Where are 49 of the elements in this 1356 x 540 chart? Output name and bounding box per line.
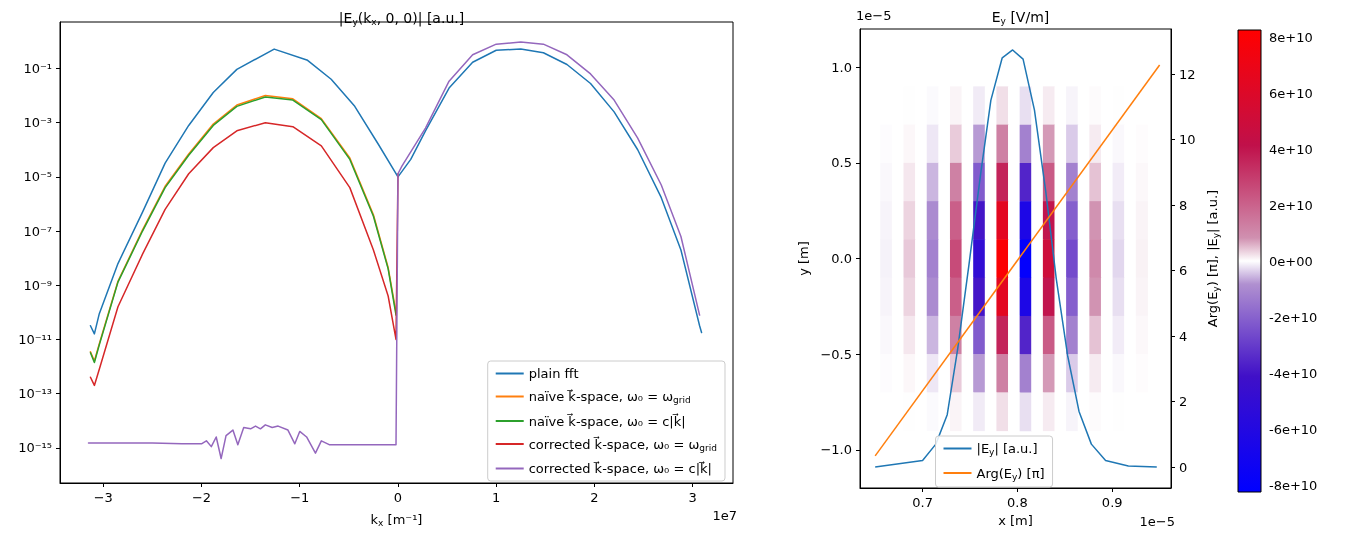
y-tick-label: 0.0 bbox=[831, 251, 852, 266]
y2-tick-label: 10 bbox=[1179, 132, 1196, 148]
y-tick-label: 10⁻¹¹ bbox=[18, 331, 52, 347]
x-tick-label: −3 bbox=[93, 490, 113, 505]
color-bar-label: -8e+10 bbox=[1269, 477, 1318, 493]
y-tick-label: 10⁻⁹ bbox=[23, 277, 52, 293]
color-bar-label: -2e+10 bbox=[1269, 309, 1318, 325]
y-tick-label: 10⁻⁵ bbox=[23, 169, 52, 185]
y2-tick-label: 4 bbox=[1179, 328, 1188, 344]
color-bar-label: 0e+00 bbox=[1269, 253, 1313, 269]
color-bar-label: -6e+10 bbox=[1269, 421, 1318, 437]
color-bar-label: 6e+10 bbox=[1269, 85, 1313, 101]
x-tick-label: 0.9 bbox=[1101, 495, 1123, 510]
x-tick-label: 0.7 bbox=[912, 495, 933, 510]
x-tick-label: 0.8 bbox=[1007, 495, 1028, 510]
y2-axis-title: Arg(Ey) [π], |Ey| [a.u.] bbox=[1205, 189, 1222, 328]
y-tick-label: −1.0 bbox=[820, 442, 852, 458]
y2-tick-label: 12 bbox=[1179, 66, 1196, 82]
y-axis-title: y [m] bbox=[795, 241, 811, 276]
line-series bbox=[89, 48, 703, 335]
x-tick-label: 1 bbox=[492, 490, 501, 505]
text: 1e−5 bbox=[1139, 514, 1175, 529]
text: 1e7 bbox=[712, 508, 738, 523]
x-tick-label: −2 bbox=[191, 490, 212, 505]
color-bar-label: 4e+10 bbox=[1269, 141, 1313, 157]
color-bar-label: -4e+10 bbox=[1269, 365, 1318, 381]
y-tick-label: 1.0 bbox=[831, 59, 852, 75]
x-tick-label: 3 bbox=[688, 490, 697, 505]
y-tick-label: 10⁻¹ bbox=[23, 60, 52, 76]
y-tick-label: −0.5 bbox=[820, 346, 852, 362]
y2-tick-label: 6 bbox=[1179, 263, 1188, 279]
x-tick-label: 0 bbox=[393, 490, 403, 505]
x-tick-label: 2 bbox=[590, 490, 599, 505]
legend-label: corrected k⃗-space, ω₀ = c|k⃗| bbox=[528, 460, 712, 476]
y2-tick-label: 2 bbox=[1179, 394, 1188, 410]
text: 1e−5 bbox=[856, 8, 892, 23]
x-axis-title: x [m] bbox=[998, 513, 1033, 528]
y-tick-label: 10⁻¹⁵ bbox=[18, 440, 52, 456]
color-bar-label: 8e+10 bbox=[1269, 29, 1313, 45]
y-tick-label: 10⁻¹³ bbox=[18, 386, 52, 402]
y2-tick-label: 0 bbox=[1179, 459, 1188, 475]
y-tick-label: 10⁻⁷ bbox=[23, 223, 52, 239]
color-bar-label: 2e+10 bbox=[1269, 197, 1313, 213]
y-tick-label: 10⁻³ bbox=[23, 115, 52, 131]
legend-label: plain fft bbox=[528, 366, 579, 381]
y2-tick-label: 8 bbox=[1179, 197, 1188, 213]
x-tick-label: −1 bbox=[290, 490, 310, 505]
legend-label: naïve k⃗-space, ω₀ = c|k⃗| bbox=[528, 413, 686, 429]
y-tick-label: 0.5 bbox=[831, 155, 852, 171]
